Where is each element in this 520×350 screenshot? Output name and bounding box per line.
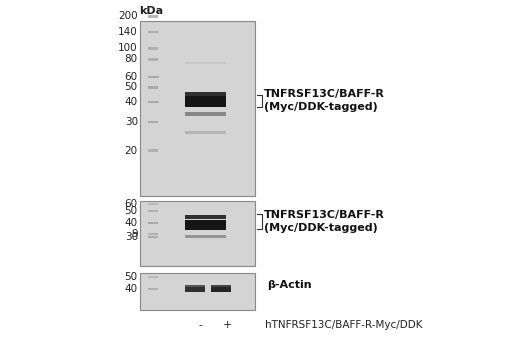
Bar [211, 285, 231, 287]
Bar [148, 120, 158, 123]
Bar [140, 21, 255, 196]
Text: TNFRSF13C/BAFF-R
(Myc/DDK-tagged): TNFRSF13C/BAFF-R (Myc/DDK-tagged) [264, 210, 384, 233]
Bar [148, 210, 158, 212]
Text: 50: 50 [125, 83, 138, 92]
Text: TNFRSF13C/BAFF-R
(Myc/DDK-tagged): TNFRSF13C/BAFF-R (Myc/DDK-tagged) [264, 90, 384, 112]
Bar [185, 92, 226, 96]
Bar [148, 232, 158, 235]
Bar [185, 112, 226, 116]
Bar [148, 86, 158, 89]
Bar [211, 287, 231, 292]
Bar [185, 220, 226, 230]
Text: +: + [223, 320, 232, 330]
Bar [148, 288, 158, 290]
Bar [185, 96, 226, 107]
Text: 40: 40 [125, 284, 138, 294]
Bar [148, 276, 158, 278]
Text: 50: 50 [125, 206, 138, 216]
Text: 100: 100 [118, 43, 138, 53]
Text: 140: 140 [118, 27, 138, 37]
Text: hTNFRSF13C/BAFF-R-Myc/DDK: hTNFRSF13C/BAFF-R-Myc/DDK [265, 320, 423, 330]
Bar [148, 58, 158, 61]
Bar [185, 215, 226, 219]
Text: 200: 200 [118, 12, 138, 21]
Text: 9: 9 [131, 229, 138, 239]
Text: 20: 20 [125, 146, 138, 155]
Bar [185, 287, 205, 292]
Bar [148, 203, 158, 205]
Bar [148, 149, 158, 152]
Text: 30: 30 [125, 117, 138, 127]
Bar [185, 234, 226, 238]
Bar [148, 15, 158, 18]
Bar [140, 273, 255, 310]
Text: 80: 80 [125, 55, 138, 64]
Bar [148, 47, 158, 49]
Bar [148, 31, 159, 33]
Bar [148, 236, 158, 238]
Text: 50: 50 [125, 272, 138, 282]
Text: -: - [198, 320, 202, 330]
Bar [140, 201, 255, 266]
Text: 60: 60 [125, 199, 138, 209]
Bar [185, 131, 226, 134]
Bar [148, 101, 159, 104]
Text: 60: 60 [125, 72, 138, 82]
Text: 30: 30 [125, 232, 138, 242]
Text: 40: 40 [125, 218, 138, 228]
Bar [185, 285, 205, 287]
Bar [185, 62, 226, 64]
Text: 40: 40 [125, 97, 138, 107]
Text: β-Actin: β-Actin [267, 280, 311, 290]
Bar [148, 222, 158, 224]
Text: kDa: kDa [139, 6, 163, 16]
Bar [148, 76, 159, 78]
